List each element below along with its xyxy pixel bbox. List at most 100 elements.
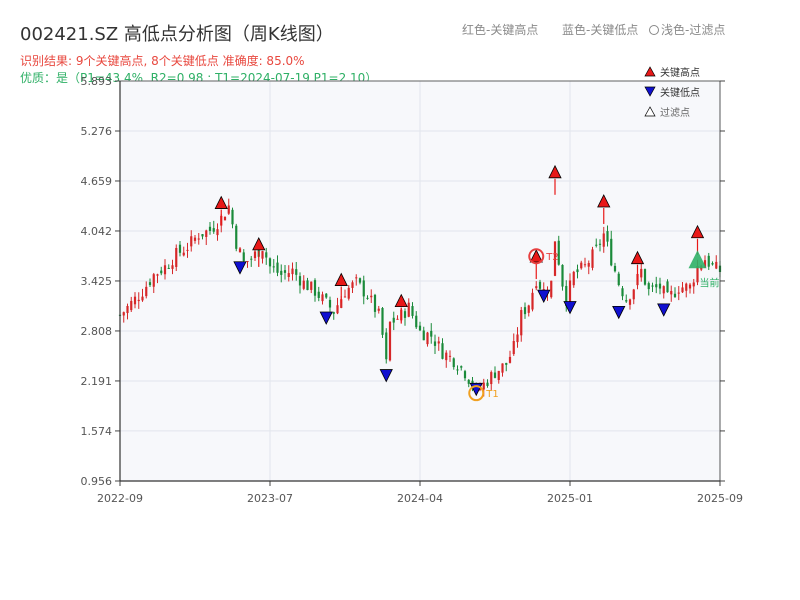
candle-body bbox=[613, 265, 617, 272]
candle-body bbox=[445, 352, 448, 361]
candle-body bbox=[591, 249, 594, 268]
candle-body bbox=[561, 264, 564, 287]
markers: T1 T2 当前 bbox=[214, 164, 720, 402]
candle-body bbox=[381, 308, 384, 335]
candle-body bbox=[366, 297, 369, 299]
candle-body bbox=[437, 341, 440, 344]
result-subtitle: 识别结果: 9个关键高点, 8个关键低点 准确度: 85.0% bbox=[20, 54, 305, 68]
candle-body bbox=[190, 236, 193, 247]
low-point-marker bbox=[537, 289, 551, 304]
candle-body bbox=[482, 382, 485, 390]
legend-high-icon bbox=[644, 66, 656, 77]
candle-body bbox=[343, 296, 347, 298]
y-tick-label: 3.425 bbox=[81, 275, 113, 288]
high-point-marker bbox=[529, 249, 543, 263]
t1-label: T1 bbox=[485, 389, 498, 400]
candle-body bbox=[145, 286, 148, 297]
candle-body bbox=[651, 285, 654, 287]
candle-body bbox=[542, 289, 545, 291]
candle-body bbox=[392, 317, 395, 323]
candle-body bbox=[336, 305, 339, 314]
low-point-marker bbox=[319, 311, 333, 325]
candle-body bbox=[137, 299, 140, 302]
candle-body bbox=[677, 292, 680, 294]
candle-body bbox=[205, 230, 208, 237]
candle-body bbox=[223, 216, 227, 221]
candle-body bbox=[411, 306, 414, 316]
candle-body bbox=[441, 343, 444, 359]
candle-body bbox=[141, 296, 144, 301]
candle-body bbox=[557, 240, 560, 265]
candle-body bbox=[692, 282, 695, 287]
candle-body bbox=[467, 379, 470, 384]
candle-body bbox=[175, 247, 178, 267]
candle-body bbox=[595, 244, 598, 246]
y-tick-label: 2.808 bbox=[81, 325, 113, 338]
legend-filtered-label: 过滤点 bbox=[660, 106, 690, 119]
candle-body bbox=[685, 283, 688, 291]
candle-body bbox=[688, 284, 692, 289]
candle-body bbox=[268, 258, 272, 267]
candle-body bbox=[298, 276, 302, 286]
candle-body bbox=[621, 288, 624, 297]
low-point-marker bbox=[612, 305, 626, 320]
high-point-marker bbox=[334, 272, 348, 286]
candle-body bbox=[602, 233, 605, 247]
candle-body bbox=[126, 305, 129, 314]
candle-body bbox=[370, 295, 373, 298]
y-tick-label: 1.574 bbox=[81, 425, 113, 438]
candle-body bbox=[418, 325, 422, 331]
candle-body bbox=[377, 308, 380, 311]
candle-body bbox=[253, 251, 257, 259]
candle-body bbox=[478, 388, 482, 390]
candle-body bbox=[640, 268, 643, 278]
y-tick-label: 4.042 bbox=[81, 225, 113, 238]
candle-body bbox=[171, 265, 174, 269]
candle-body bbox=[302, 280, 305, 289]
candle-body bbox=[512, 341, 515, 355]
candle-body bbox=[291, 268, 294, 275]
high-point-marker bbox=[630, 250, 645, 265]
candle-body bbox=[576, 269, 579, 273]
candle-body bbox=[186, 249, 189, 251]
candle-body bbox=[606, 231, 609, 242]
candle-body bbox=[156, 274, 159, 276]
candle-body bbox=[553, 241, 557, 276]
hollow-circle-icon bbox=[649, 25, 659, 35]
y-tick-label: 5.276 bbox=[81, 125, 113, 138]
candle-body bbox=[227, 205, 230, 214]
candle-body bbox=[580, 262, 583, 269]
candle-body bbox=[347, 287, 350, 299]
candle-body bbox=[583, 264, 587, 266]
candle-body bbox=[388, 321, 392, 361]
candle-body bbox=[152, 274, 155, 287]
y-tick-label: 0.956 bbox=[81, 475, 113, 488]
candle-body bbox=[212, 228, 215, 232]
candle-body bbox=[448, 355, 452, 357]
high-point-marker bbox=[394, 293, 408, 308]
candle-body bbox=[426, 332, 429, 345]
candle-body bbox=[505, 362, 508, 365]
candle-body bbox=[310, 281, 313, 290]
candle-body bbox=[317, 291, 320, 298]
x-tick-label: 2024-04 bbox=[397, 492, 443, 505]
candle-body bbox=[550, 280, 553, 298]
candle-body bbox=[231, 209, 234, 225]
candle-body bbox=[321, 294, 324, 302]
candle-body bbox=[193, 237, 197, 241]
candle-body bbox=[182, 252, 185, 256]
candle-body bbox=[523, 307, 527, 315]
candle-body bbox=[617, 273, 620, 286]
t2-circle bbox=[528, 248, 545, 265]
candle-body bbox=[625, 300, 628, 302]
candle-body bbox=[715, 261, 718, 269]
candle-body bbox=[238, 248, 242, 253]
x-tick-label: 2023-07 bbox=[247, 492, 293, 505]
candle-body bbox=[460, 366, 463, 368]
candle-body bbox=[703, 260, 707, 268]
candle-body bbox=[490, 372, 493, 385]
candle-body bbox=[385, 332, 388, 360]
high-point-marker bbox=[548, 164, 562, 179]
candle-body bbox=[235, 225, 238, 249]
